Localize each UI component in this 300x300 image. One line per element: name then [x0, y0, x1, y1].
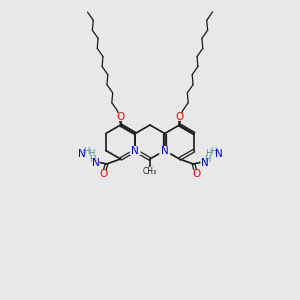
- Text: N: N: [214, 149, 222, 159]
- FancyBboxPatch shape: [75, 148, 92, 158]
- Text: N: N: [78, 149, 86, 159]
- FancyBboxPatch shape: [130, 146, 141, 155]
- FancyBboxPatch shape: [88, 157, 100, 166]
- Text: N: N: [131, 146, 139, 155]
- Text: O: O: [116, 112, 125, 122]
- Text: H: H: [205, 149, 212, 158]
- Text: H: H: [83, 146, 90, 155]
- Text: O: O: [192, 169, 201, 179]
- Text: CH₃: CH₃: [143, 167, 157, 176]
- Text: O: O: [175, 112, 184, 122]
- Text: H: H: [204, 155, 211, 164]
- Text: N: N: [92, 158, 99, 168]
- FancyBboxPatch shape: [99, 170, 109, 178]
- FancyBboxPatch shape: [174, 113, 184, 121]
- FancyBboxPatch shape: [146, 167, 154, 175]
- Text: H: H: [89, 155, 96, 164]
- FancyBboxPatch shape: [191, 170, 201, 178]
- Text: N: N: [201, 158, 208, 168]
- FancyBboxPatch shape: [159, 146, 170, 155]
- Text: N: N: [161, 146, 169, 155]
- Text: O: O: [99, 169, 108, 179]
- Text: H: H: [210, 146, 217, 155]
- FancyBboxPatch shape: [116, 113, 126, 121]
- FancyBboxPatch shape: [208, 148, 225, 158]
- Text: H: H: [88, 149, 95, 158]
- FancyBboxPatch shape: [200, 157, 212, 166]
